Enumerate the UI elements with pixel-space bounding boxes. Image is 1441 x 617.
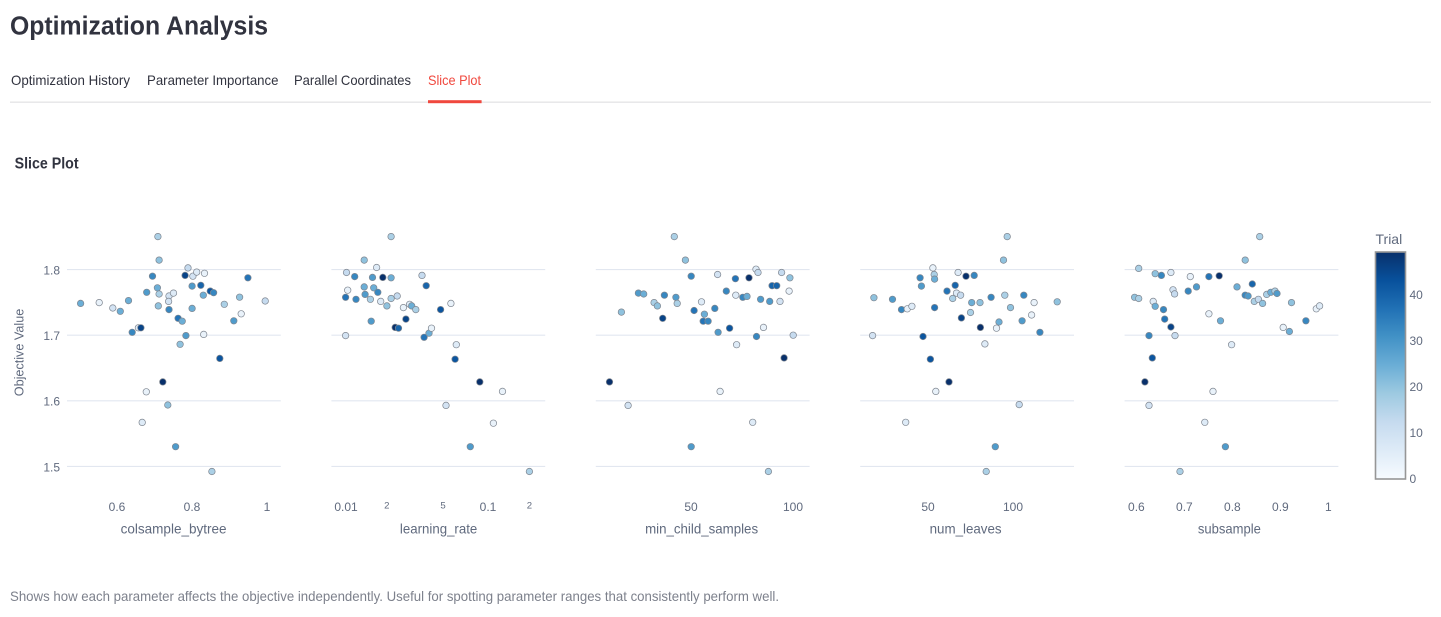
svg-text:0.9: 0.9: [1272, 500, 1289, 514]
svg-text:Slice Plot: Slice Plot: [15, 156, 80, 173]
svg-text:colsample_bytree: colsample_bytree: [121, 521, 227, 537]
svg-text:50: 50: [921, 500, 935, 514]
svg-text:Optimization Analysis: Optimization Analysis: [10, 11, 268, 41]
svg-text:100: 100: [783, 500, 803, 514]
svg-text:1.6: 1.6: [43, 395, 60, 409]
svg-text:0.1: 0.1: [480, 500, 497, 514]
svg-text:Objective Value: Objective Value: [11, 309, 26, 397]
svg-text:0: 0: [1410, 472, 1417, 486]
svg-text:min_child_samples: min_child_samples: [645, 521, 758, 537]
svg-text:Parallel Coordinates: Parallel Coordinates: [294, 72, 411, 88]
svg-text:100: 100: [1003, 500, 1023, 514]
svg-text:0.7: 0.7: [1176, 500, 1193, 514]
svg-text:50: 50: [684, 500, 698, 514]
svg-text:subsample: subsample: [1198, 521, 1261, 537]
svg-text:2: 2: [527, 501, 532, 512]
svg-text:0.8: 0.8: [1224, 500, 1241, 514]
svg-text:0.8: 0.8: [184, 500, 201, 514]
svg-text:2: 2: [384, 501, 389, 512]
svg-text:Shows how each parameter affec: Shows how each parameter affects the obj…: [10, 588, 779, 604]
svg-text:Slice Plot: Slice Plot: [428, 72, 481, 88]
svg-text:0.01: 0.01: [334, 500, 358, 514]
svg-text:1: 1: [1325, 500, 1332, 514]
svg-text:Optimization History: Optimization History: [11, 72, 130, 88]
svg-text:1.8: 1.8: [43, 264, 60, 278]
svg-text:learning_rate: learning_rate: [400, 521, 478, 537]
svg-text:1.5: 1.5: [43, 460, 60, 474]
svg-text:0.6: 0.6: [1128, 500, 1145, 514]
svg-text:5: 5: [440, 501, 445, 512]
svg-text:num_leaves: num_leaves: [930, 521, 1002, 537]
svg-text:Parameter Importance: Parameter Importance: [147, 72, 279, 88]
svg-text:30: 30: [1410, 334, 1424, 348]
svg-text:1.7: 1.7: [43, 329, 60, 343]
svg-text:20: 20: [1410, 380, 1424, 394]
svg-text:40: 40: [1410, 288, 1424, 302]
svg-text:1: 1: [264, 500, 271, 514]
svg-text:0.6: 0.6: [109, 500, 126, 514]
svg-text:Trial: Trial: [1376, 231, 1403, 247]
svg-text:10: 10: [1410, 426, 1424, 440]
